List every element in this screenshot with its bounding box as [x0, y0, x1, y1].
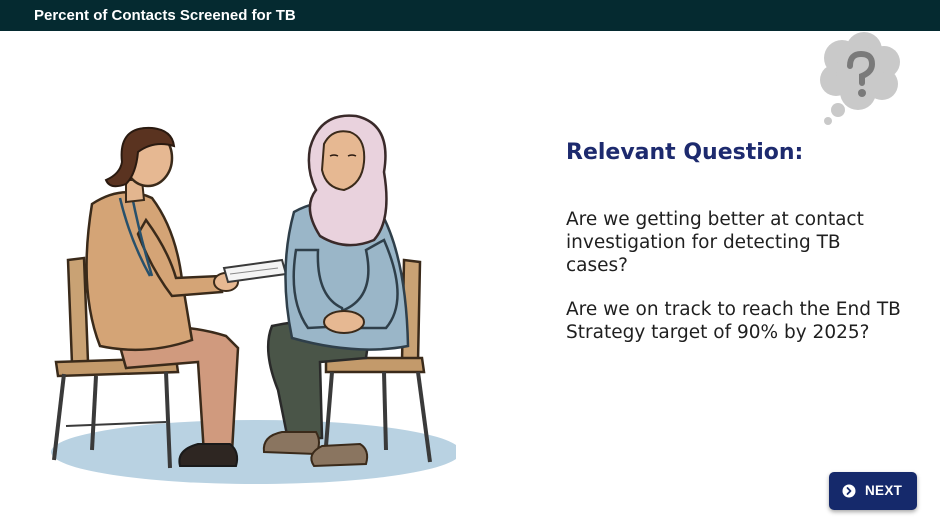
health-worker-figure: [85, 126, 288, 467]
chevron-right-circle-icon: [842, 484, 856, 498]
relevant-question-heading: Relevant Question:: [566, 140, 804, 165]
question-one-text: Are we getting better at contact investi…: [566, 209, 864, 276]
patient-figure: [262, 114, 410, 468]
question-mark-thought-bubble-icon: [820, 32, 900, 125]
header-bar: Percent of Contacts Screened for TB: [0, 0, 940, 31]
right-chair: [324, 258, 432, 463]
question-two-text: Are we on track to reach the End TB Stra…: [566, 299, 901, 343]
consultation-illustration: [51, 114, 456, 484]
next-button[interactable]: NEXT: [829, 472, 917, 510]
next-button-label: NEXT: [865, 483, 903, 498]
page-title: Percent of Contacts Screened for TB: [34, 7, 296, 24]
